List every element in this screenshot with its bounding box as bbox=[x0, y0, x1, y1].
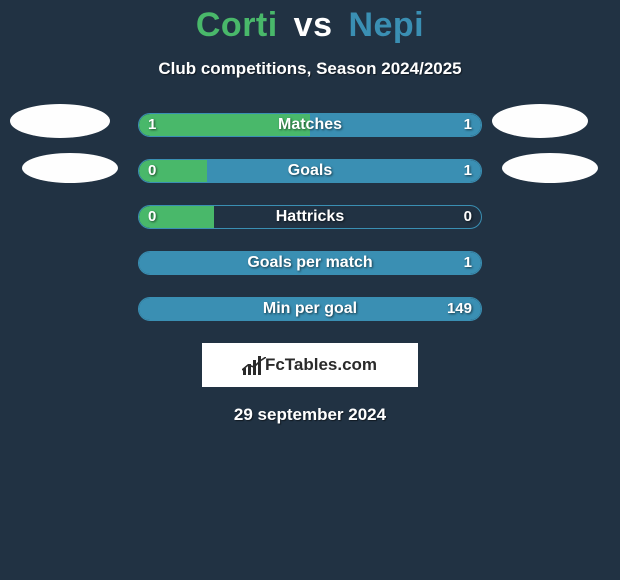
stat-bar-fill-left bbox=[139, 160, 207, 182]
logo-bars-icon bbox=[243, 355, 261, 375]
stat-row: Matches11 bbox=[0, 113, 620, 137]
stat-bar-fill-right bbox=[310, 114, 481, 136]
stat-row: Min per goal149 bbox=[0, 297, 620, 321]
comparison-title: Corti vs Nepi bbox=[0, 0, 620, 45]
stat-bar-fill-right bbox=[139, 298, 481, 320]
player1-name: Corti bbox=[196, 6, 278, 44]
fctables-logo: FcTables.com bbox=[202, 343, 418, 387]
player2-name: Nepi bbox=[348, 6, 424, 44]
logo-text: FcTables.com bbox=[265, 355, 377, 375]
stat-bar-track bbox=[138, 159, 482, 183]
stat-bar-track bbox=[138, 251, 482, 275]
stat-bar-fill-right bbox=[139, 252, 481, 274]
avatar-ellipse-left bbox=[22, 153, 118, 183]
stat-bar-fill-left bbox=[139, 114, 310, 136]
stat-row: Goals01 bbox=[0, 159, 620, 183]
date-text: 29 september 2024 bbox=[0, 405, 620, 425]
stat-bar-track bbox=[138, 113, 482, 137]
stat-row: Hattricks00 bbox=[0, 205, 620, 229]
avatar-ellipse-right bbox=[502, 153, 598, 183]
stat-row: Goals per match1 bbox=[0, 251, 620, 275]
stat-bar-fill-right bbox=[207, 160, 481, 182]
avatar-ellipse-left bbox=[10, 104, 110, 138]
stat-bar-fill-left bbox=[139, 206, 214, 228]
stat-bar-track bbox=[138, 205, 482, 229]
comparison-chart: Matches11 Goals01 Hattricks00 Goals per mat… bbox=[0, 113, 620, 321]
vs-text: vs bbox=[294, 6, 333, 44]
subtitle: Club competitions, Season 2024/2025 bbox=[0, 59, 620, 79]
stat-bar-track bbox=[138, 297, 482, 321]
avatar-ellipse-right bbox=[492, 104, 588, 138]
